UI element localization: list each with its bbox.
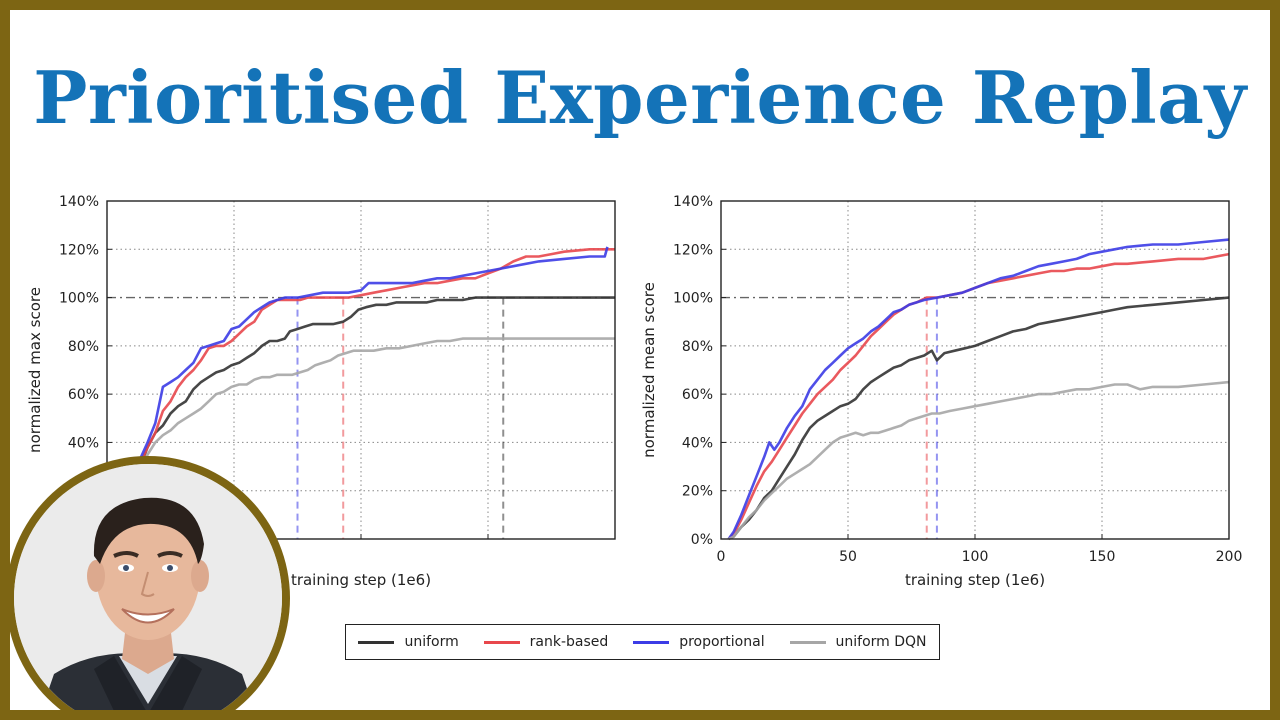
legend-label-uniform-dqn: uniform DQN (835, 634, 927, 650)
chart2-ylabel: normalized mean score (640, 282, 658, 458)
chart1-ytick-label: 80% (68, 339, 99, 355)
legend-swatch-rank-based (483, 640, 520, 644)
chart1-xlabel: training step (1e6) (291, 571, 431, 589)
legend-swatch-uniform (358, 640, 395, 644)
chart1-series-proportional (131, 246, 609, 492)
chart2-ytick-label: 100% (673, 291, 713, 307)
chart2-xtick-label: 50 (839, 549, 857, 565)
chart2-series-uniform-dqn (728, 380, 1230, 541)
chart1-ytick-label: 120% (59, 242, 99, 258)
frame: Prioritised Experience Replay 0% 20% 40% 60… (10, 10, 1270, 710)
chart1-ylabel: normalized max score (26, 287, 44, 453)
chart1-series-rank-based (131, 248, 615, 494)
chart2-ytick-label: 120% (673, 242, 713, 258)
legend-label-uniform: uniform (404, 634, 459, 650)
chart1-ytick-label: 40% (68, 435, 99, 451)
chart2-ytick-label: 0% (691, 532, 713, 548)
chart1-series-uniform (131, 296, 615, 499)
presenter-portrait-icon (14, 464, 282, 710)
chart2-xlabel: training step (1e6) (905, 571, 1045, 589)
chart2-xtick-label: 100 (962, 549, 989, 565)
chart1-ytick-label: 60% (68, 387, 99, 403)
legend-swatch-proportional (633, 640, 670, 644)
chart2-xtick-label: 150 (1089, 549, 1116, 565)
avatar (14, 464, 282, 710)
legend: uniform rank-based proportional uniform … (345, 624, 940, 660)
chart2-ytick-label: 40% (682, 435, 713, 451)
chart2-xtick-label: 0 (717, 549, 726, 565)
legend-item-proportional: proportional (633, 634, 765, 650)
chart1-series-uniform-dqn (131, 337, 615, 504)
chart2-xtick-label: 200 (1216, 549, 1243, 565)
legend-label-rank-based: rank-based (529, 634, 609, 650)
chart2-ytick-label: 20% (682, 484, 713, 500)
chart1-ytick-label: 100% (59, 291, 99, 307)
chart2-ytick-label: 60% (682, 387, 713, 403)
chart2-series-proportional (727, 238, 1230, 540)
page-title: Prioritised Experience Replay (33, 55, 1247, 140)
chart1-ytick-label: 140% (59, 194, 99, 210)
chart2-ytick-label: 80% (682, 339, 713, 355)
chart2-series-rank-based (727, 252, 1230, 540)
legend-item-rank-based: rank-based (483, 634, 609, 650)
chart2-series-uniform (728, 296, 1230, 541)
legend-item-uniform: uniform (358, 634, 459, 650)
charts-canvas: 0% 20% 40% 60% 80% 100% 120% 140% training step … (26, 194, 1243, 589)
legend-item-uniform-dqn: uniform DQN (789, 634, 927, 650)
chart2-ytick-label: 140% (673, 194, 713, 210)
legend-label-proportional: proportional (679, 634, 765, 650)
legend-swatch-uniform-dqn (789, 640, 826, 644)
